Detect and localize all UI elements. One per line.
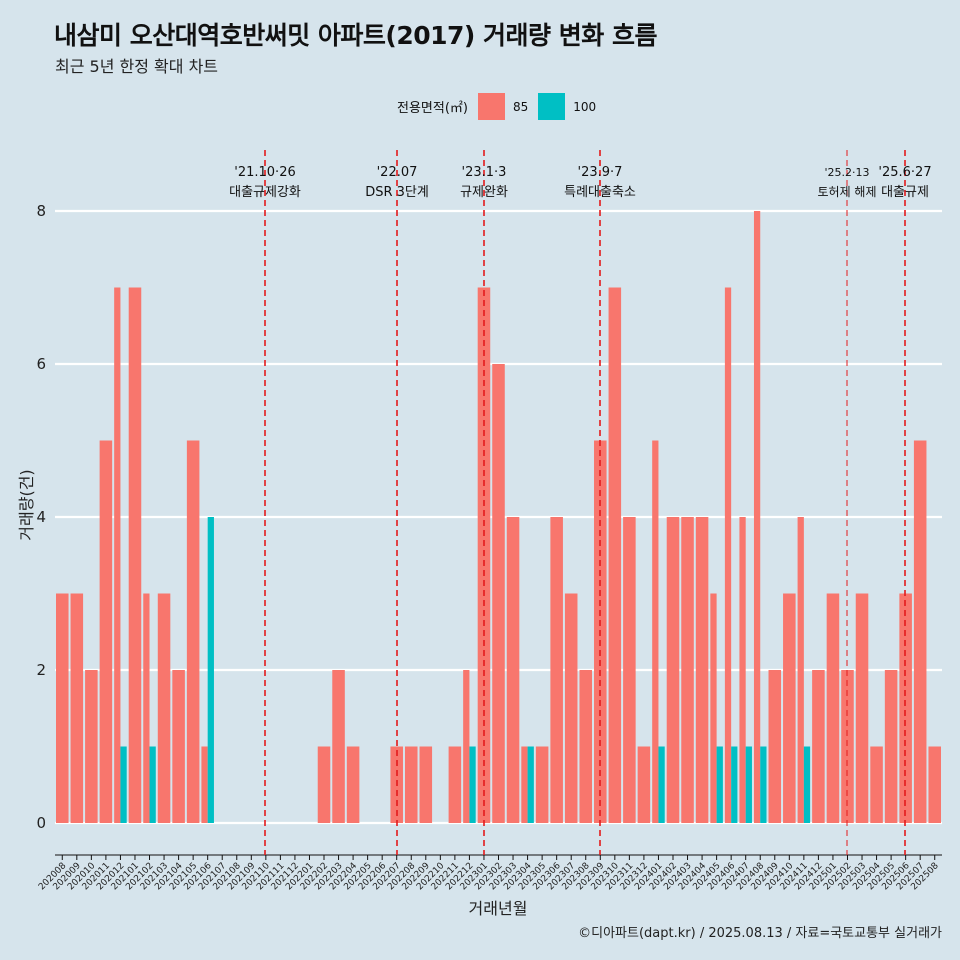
bar-85-202410 [783,593,796,823]
source-caption: ©디아파트(dapt.kr) / 2025.08.13 / 자료=국토교통부 실… [578,926,942,941]
bar-85-202504 [870,746,883,823]
bar-85-202508 [928,746,941,823]
chart-title: 내삼미 오산대역호반써밋 아파트(2017) 거래량 변화 흐름 [54,21,657,50]
bar-85-202305 [535,746,549,823]
bar-100-202406 [731,746,738,823]
bar-85-202502 [841,670,854,823]
bar-100-202401 [658,746,665,823]
event-label-5: 대출규제 [881,185,929,200]
x-axis-title: 거래년월 [469,899,528,918]
bar-85-202104 [172,670,185,823]
bar-85-202501 [826,593,840,823]
y-axis-title: 거래량(건) [17,469,36,540]
bar-85-202306 [550,517,563,823]
bar-85-202407 [739,517,746,823]
bar-85-202106 [201,746,208,823]
legend-label-100: 100 [573,99,597,114]
y-tick-label-4: 4 [36,508,46,526]
bar-100-202106 [207,517,214,823]
bar-100-202304 [527,746,534,823]
bar-85-202208 [404,746,418,823]
bar-85-202212 [463,670,470,823]
y-tick-label-2: 2 [36,661,46,679]
bar-85-202311 [623,517,636,823]
bar-100-202102 [149,746,156,823]
bar-85-202203 [332,670,345,823]
bar-85-202507 [913,440,927,823]
chart-subtitle: 최근 5년 한정 확대 차트 [55,57,219,76]
legend: 전용면적(㎡) 85 100 [397,93,606,120]
bar-85-202012 [114,287,121,823]
bar-85-202101 [128,287,142,823]
bar-100-202212 [469,746,476,823]
bar-85-202103 [157,593,171,823]
bar-85-202503 [855,593,869,823]
bar-85-202409 [768,670,782,823]
bar-85-202204 [346,746,360,823]
bar-85-202404 [695,517,709,823]
bar-85-202408 [753,211,761,823]
bar-85-202411 [797,517,804,823]
legend-label-85: 85 [512,99,529,114]
event-date-0: '21.10·26 [234,165,295,180]
bar-85-202209 [419,746,433,823]
event-date-1: '22.07 [377,165,418,180]
event-label-4: 토허제 해제 [817,185,876,199]
bar-85-202302 [492,364,505,823]
bar-85-202401 [652,440,659,823]
legend-swatch-100 [538,93,566,120]
bar-100-202411 [803,746,811,823]
bar-85-202312 [637,746,651,823]
bar-85-202304 [521,746,528,823]
bar-85-202406 [724,287,732,823]
bar-85-202506 [899,593,912,823]
bar-85-202405 [710,593,717,823]
event-label-0: 대출규제강화 [229,185,301,200]
bar-85-202505 [884,670,898,823]
event-date-5: '25.6·27 [878,165,931,180]
bar-100-202405 [716,746,723,823]
bar-85-202011 [99,440,113,823]
bar-85-202102 [143,593,150,823]
event-date-3: '23.9·7 [578,165,623,180]
bar-85-202010 [85,670,98,823]
bar-100-202408 [760,746,767,823]
bar-85-202307 [564,593,578,823]
event-label-3: 특례대출축소 [564,185,636,200]
event-date-2: '23.1·3 [462,165,507,180]
bar-85-202105 [186,440,200,823]
bar-85-202310 [608,287,622,823]
bar-100-202012 [120,746,127,823]
event-label-2: 규제완화 [460,185,508,200]
bar-85-202202 [317,746,331,823]
bar-85-202412 [812,670,825,823]
event-label-1: DSR 3단계 [365,185,429,200]
y-tick-label-8: 8 [36,202,46,220]
y-tick-label-0: 0 [36,814,46,832]
bar-85-202402 [666,517,680,823]
bar-85-202403 [681,517,694,823]
bar-85-202008 [56,593,69,823]
bar-85-202009 [70,593,84,823]
event-date-4: '25.2·13 [824,166,869,179]
legend-title: 전용면적(㎡) [397,101,468,116]
bar-85-202303 [506,517,520,823]
bar-85-202308 [579,670,593,823]
legend-swatch-85 [477,93,505,120]
bar-85-202211 [448,746,462,823]
bar-100-202407 [745,746,752,823]
y-tick-label-6: 6 [36,355,46,373]
